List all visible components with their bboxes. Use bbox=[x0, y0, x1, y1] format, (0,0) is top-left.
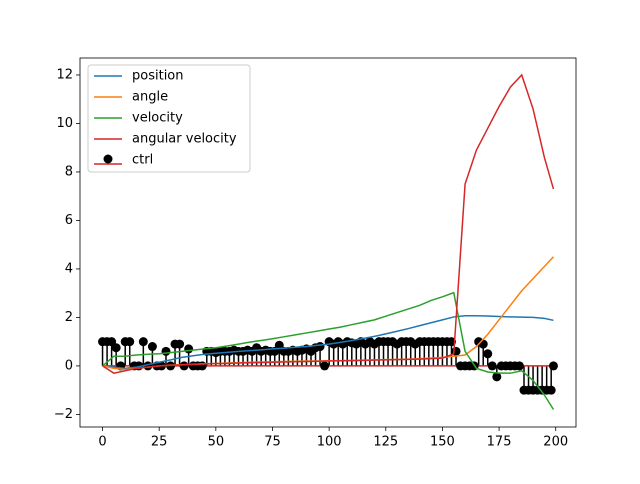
y-tick-label: 4 bbox=[65, 261, 73, 276]
stem-marker bbox=[175, 339, 185, 349]
legend-label: ctrl bbox=[132, 153, 153, 168]
stem-marker bbox=[138, 337, 148, 347]
y-tick-label: 2 bbox=[65, 310, 73, 325]
x-tick-label: 150 bbox=[430, 435, 455, 450]
y-tick-label: 10 bbox=[56, 116, 73, 131]
x-tick-label: 75 bbox=[264, 435, 281, 450]
x-tick-label: 0 bbox=[98, 435, 106, 450]
stem-marker bbox=[546, 385, 556, 395]
x-tick-label: 25 bbox=[151, 435, 168, 450]
stem-marker bbox=[197, 361, 207, 371]
legend-label: velocity bbox=[132, 111, 183, 126]
line bbox=[102, 314, 554, 370]
y-tick-label: 6 bbox=[65, 213, 73, 228]
x-tick-label: 175 bbox=[487, 435, 512, 450]
x-tick-label: 50 bbox=[208, 435, 225, 450]
line bbox=[102, 291, 555, 410]
stem-marker bbox=[492, 372, 502, 382]
y-tick-label: −2 bbox=[54, 407, 73, 422]
stem-marker bbox=[548, 361, 558, 371]
stem-marker bbox=[184, 344, 194, 354]
stem-marker bbox=[487, 361, 497, 371]
stem-marker bbox=[478, 339, 488, 349]
legend-label: angle bbox=[132, 90, 168, 105]
y-tick-label: 8 bbox=[65, 164, 73, 179]
x-tick-label: 100 bbox=[317, 435, 342, 450]
y-tick-label: 12 bbox=[56, 67, 73, 82]
x-tick-label: 125 bbox=[373, 435, 398, 450]
stem-marker bbox=[147, 342, 157, 352]
stem-marker bbox=[161, 346, 171, 356]
y-tick-label: 0 bbox=[65, 358, 73, 373]
stem-marker bbox=[111, 343, 121, 353]
lines bbox=[102, 73, 555, 410]
stem-marker bbox=[483, 349, 493, 359]
x-tick-label: 200 bbox=[543, 435, 568, 450]
legend-marker bbox=[103, 154, 113, 164]
legend-label: angular velocity bbox=[132, 132, 237, 147]
stem-marker bbox=[320, 361, 330, 371]
plot-frame bbox=[79, 57, 577, 428]
stem-marker bbox=[315, 342, 325, 352]
stem-marker bbox=[514, 361, 524, 371]
legend-box bbox=[87, 64, 251, 173]
line bbox=[102, 73, 555, 374]
stem-marker bbox=[125, 337, 135, 347]
stem-marker bbox=[179, 361, 189, 371]
legend-label: position bbox=[132, 69, 184, 84]
